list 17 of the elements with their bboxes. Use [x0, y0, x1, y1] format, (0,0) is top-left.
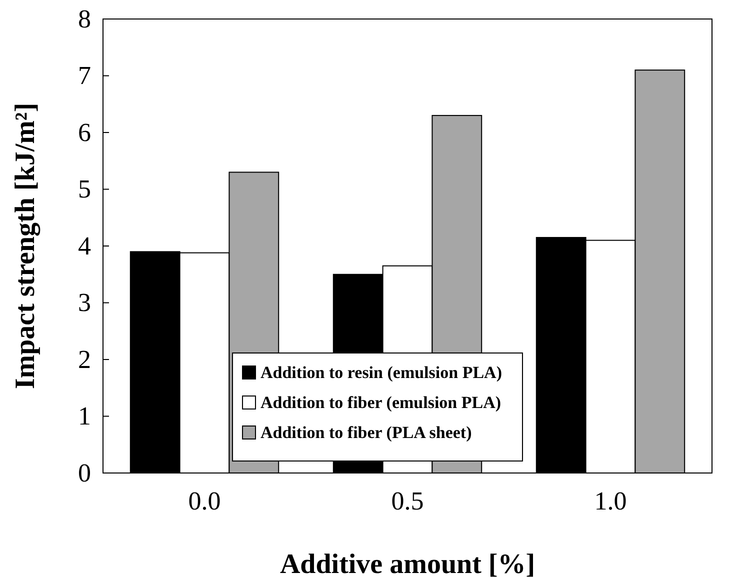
y-tick-label: 1	[78, 402, 91, 431]
x-tick-label: 1.0	[594, 486, 627, 516]
y-tick-label: 7	[78, 61, 91, 90]
x-tick-label: 0.0	[188, 486, 221, 516]
y-tick-label: 2	[78, 344, 91, 374]
x-tick-label: 0.5	[391, 486, 424, 516]
y-axis-title: Impact strength [kJ/m²]	[10, 102, 41, 390]
legend-label: Addition to fiber (PLA sheet)	[260, 423, 472, 442]
y-tick-label: 8	[78, 4, 91, 34]
y-tick-label: 0	[78, 458, 91, 488]
legend-label: Addition to fiber (emulsion PLA)	[260, 393, 502, 412]
y-tick-label: 3	[78, 288, 91, 318]
y-tick-label: 4	[78, 231, 91, 260]
y-tick-label: 6	[78, 118, 91, 147]
legend-label: Addition to resin (emulsion PLA)	[260, 363, 502, 382]
x-axis-title: Additive amount [%]	[280, 549, 536, 580]
y-tick-label: 5	[78, 174, 91, 204]
